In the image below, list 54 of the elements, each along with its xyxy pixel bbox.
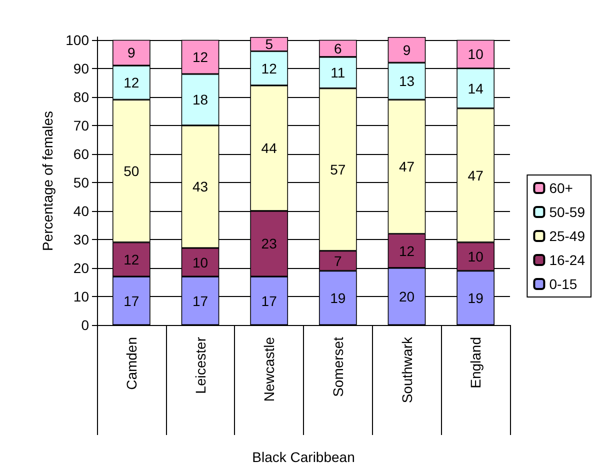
data-label: 5 [265,36,274,52]
data-label: 17 [124,292,140,309]
data-label: 9 [402,42,411,58]
data-label: 12 [192,48,208,65]
data-label: 7 [334,252,342,269]
data-label: 47 [468,167,484,184]
y-tick-label: 80 [73,88,90,105]
data-label: 13 [398,73,415,90]
data-label: 11 [330,64,346,81]
y-tick-label: 20 [73,260,90,276]
x-tick-label: Leicester [192,336,208,394]
data-label: 17 [261,292,278,309]
y-tick-label: 60 [73,146,90,162]
data-label: 43 [192,178,208,195]
data-label: 17 [192,292,208,309]
y-tick-label: 10 [73,288,90,304]
data-label: 14 [468,80,484,96]
legend-label: 0-15 [549,276,578,292]
y-tick-label: 100 [66,32,90,48]
x-tick-label: Somerset [330,336,346,397]
y-axis-title: Percentage of females [40,110,56,252]
x-tick-label: England [468,337,484,388]
data-label: 19 [468,290,484,306]
x-tick-label: Newcastle [261,336,278,402]
data-label: 12 [124,74,140,91]
data-label: 10 [192,254,208,270]
y-tick-label: 90 [73,60,90,76]
data-label: 50 [124,163,140,180]
y-tick-label: 40 [73,202,90,219]
data-label: 12 [398,242,415,259]
legend-label: 16-24 [549,252,586,268]
y-tick-label: 30 [73,231,90,248]
data-label: 47 [398,158,415,175]
data-label: 44 [261,140,278,156]
data-label: 20 [398,288,415,304]
legend-label: 25-49 [549,228,586,244]
data-label: 10 [468,248,484,265]
x-tick-label: Southwark [398,336,415,404]
data-label: 9 [128,44,136,61]
x-tick-label: Camden [123,337,140,390]
data-label: 10 [468,46,484,62]
x-axis-title: Black Caribbean [252,449,355,465]
y-tick-label: 0 [81,317,90,333]
data-label: 23 [261,236,278,252]
data-label: 19 [330,290,346,306]
y-tick-label: 70 [73,117,90,134]
data-label: 12 [261,60,278,76]
legend-label: 50-59 [549,204,586,220]
data-label: 6 [334,40,342,56]
y-tick-label: 50 [73,174,90,190]
data-label: 18 [192,92,208,108]
data-label: 57 [330,162,346,178]
legend-label: 60+ [549,180,573,196]
data-label: 12 [124,251,140,268]
